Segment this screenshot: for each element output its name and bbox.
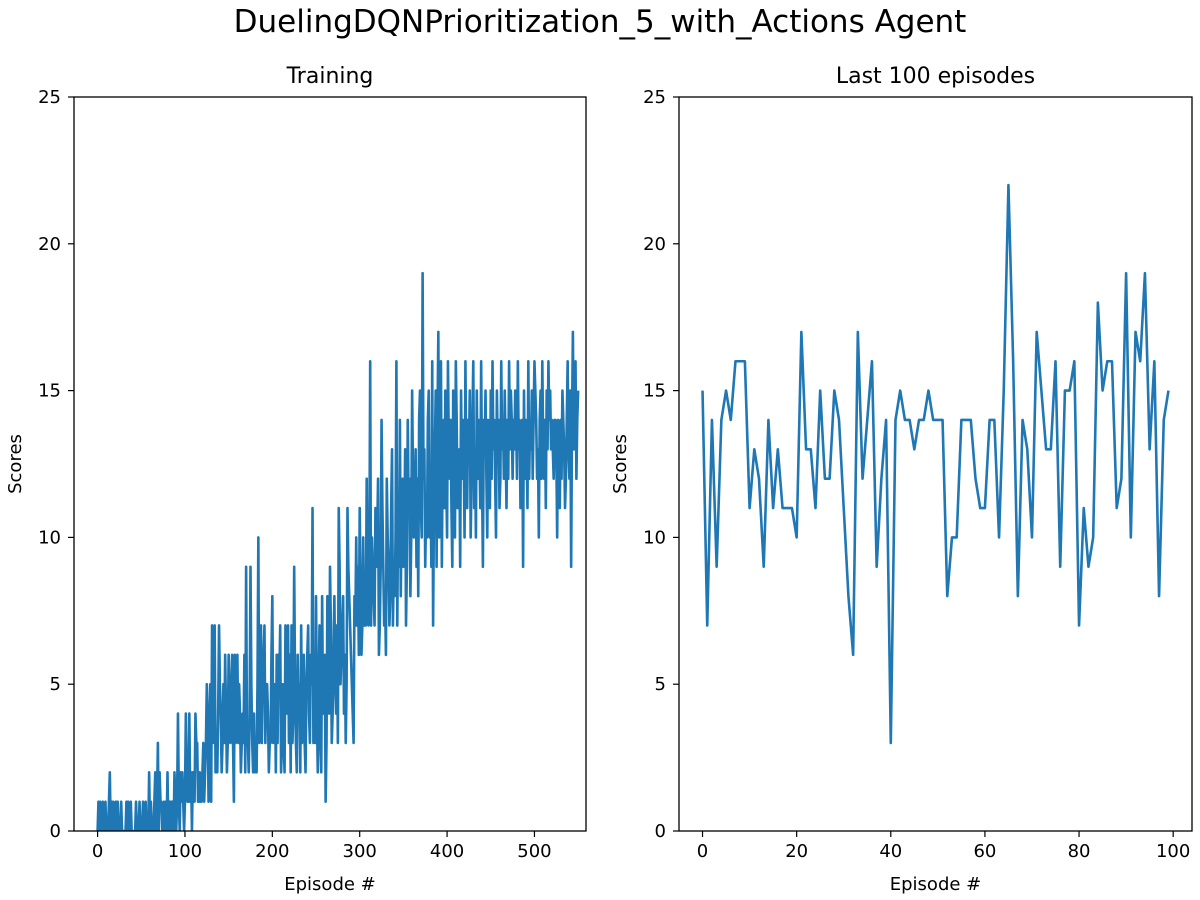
last-100-x-axis-label: Episode # xyxy=(890,874,982,895)
training-y-tick-label: 25 xyxy=(38,87,61,108)
figure-suptitle: DuelingDQNPrioritization_5_with_Actions … xyxy=(234,4,967,40)
training-title: Training xyxy=(286,64,374,89)
last-100-x-tick-label: 60 xyxy=(973,841,996,862)
last-100-x-tick-label: 80 xyxy=(1068,841,1091,862)
last-100-y-tick-label: 0 xyxy=(655,821,666,842)
training-panel: 0 100 200 300 400 500 0 5 10 15 20 25 Training Episod… xyxy=(5,64,587,895)
training-x-tick-label: 400 xyxy=(430,841,464,862)
last-100-y-tick-label: 25 xyxy=(643,87,666,108)
training-x-tick-label: 500 xyxy=(517,841,551,862)
training-x-tick-label: 0 xyxy=(92,841,103,862)
training-series-line xyxy=(96,271,580,831)
last-100-x-tick-label: 0 xyxy=(697,841,708,862)
training-x-tick-label: 100 xyxy=(168,841,202,862)
last-100-x-tick-label: 20 xyxy=(785,841,808,862)
last-100-y-axis-label: Scores xyxy=(610,434,631,494)
last-100-series-line xyxy=(701,183,1170,745)
last-100-y-tick-label: 10 xyxy=(643,527,666,548)
training-y-tick-label: 20 xyxy=(38,234,61,255)
last-100-title: Last 100 episodes xyxy=(836,64,1035,89)
training-x-axis-label: Episode # xyxy=(284,874,376,895)
last-100-axes-frame xyxy=(678,96,1193,832)
last-100-y-tick-label: 15 xyxy=(643,381,666,402)
training-y-tick-label: 0 xyxy=(50,821,61,842)
training-y-tick-label: 10 xyxy=(38,527,61,548)
training-y-tick-label: 15 xyxy=(38,381,61,402)
last-100-episodes-panel: 0 20 40 60 80 100 0 5 10 15 20 25 Last 100 episodes E… xyxy=(610,64,1193,895)
training-x-tick-label: 300 xyxy=(343,841,377,862)
training-y-axis-label: Scores xyxy=(5,434,26,494)
last-100-y-tick-label: 5 xyxy=(655,674,666,695)
last-100-y-tick-label: 20 xyxy=(643,234,666,255)
training-y-tick-label: 5 xyxy=(50,674,61,695)
last-100-x-tick-label: 40 xyxy=(879,841,902,862)
last-100-x-tick-label: 100 xyxy=(1156,841,1190,862)
training-axes-frame xyxy=(73,96,587,832)
training-x-tick-label: 200 xyxy=(255,841,289,862)
